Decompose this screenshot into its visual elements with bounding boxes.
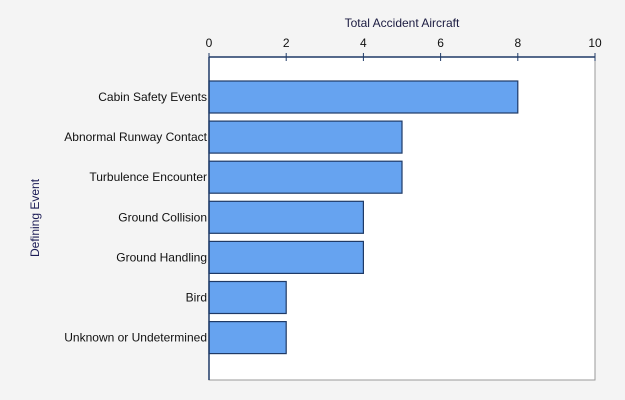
- x-tick-label: 4: [360, 36, 367, 50]
- bar: [208, 321, 287, 355]
- bar: [208, 160, 403, 194]
- y-tick-label: Bird: [186, 291, 207, 305]
- y-tick-label: Cabin Safety Events: [98, 90, 207, 104]
- y-axis-title: Defining Event: [28, 178, 42, 257]
- bar: [208, 120, 403, 154]
- bar: [208, 80, 519, 114]
- bar: [208, 280, 287, 315]
- y-tick-label: Ground Collision: [118, 210, 207, 224]
- y-tick-label: Turbulence Encounter: [89, 170, 207, 184]
- bar: [208, 200, 364, 234]
- x-tick-label: 10: [588, 36, 602, 50]
- x-tick-label: 2: [283, 36, 290, 50]
- x-tick-label: 8: [514, 36, 521, 50]
- y-tick-label: Unknown or Undetermined: [64, 331, 207, 345]
- bar: [208, 240, 364, 274]
- x-tick-label: 0: [206, 36, 213, 50]
- x-axis-title: Total Accident Aircraft: [345, 16, 460, 30]
- y-tick-label: Ground Handling: [116, 250, 207, 264]
- x-tick-label: 6: [437, 36, 444, 50]
- y-tick-label: Abnormal Runway Contact: [64, 130, 207, 144]
